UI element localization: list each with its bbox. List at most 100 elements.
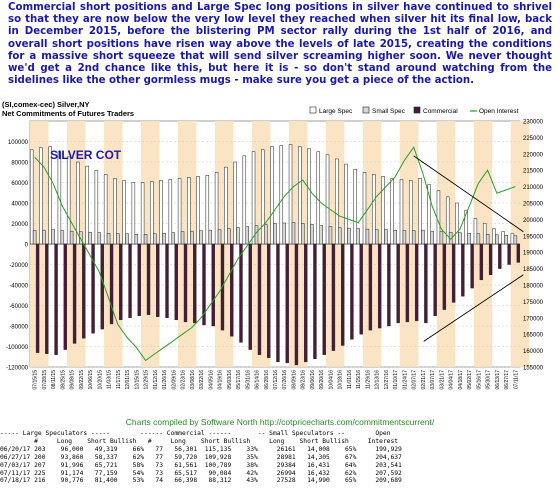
- trendline-lower: [423, 274, 524, 342]
- bar-commercial: [359, 243, 363, 335]
- y-tick-label-right: 195000: [523, 234, 544, 240]
- bar-commercial: [35, 243, 40, 353]
- bar-large-spec: [344, 163, 348, 245]
- bar-large-spec: [408, 180, 413, 245]
- bar-small-spec: [411, 230, 416, 245]
- table-row: 07/03/17 207 91,996 65,721 58% 73 61,561…: [0, 461, 402, 469]
- bar-small-spec: [467, 232, 471, 245]
- bar-small-spec: [236, 227, 240, 245]
- bar-large-spec: [205, 175, 210, 245]
- y-tick-label-left: 0: [25, 243, 29, 249]
- bar-small-spec: [513, 235, 518, 245]
- bar-small-spec: [458, 232, 462, 245]
- x-tick-label: 05/02/17: [467, 370, 473, 390]
- bar-commercial: [156, 243, 160, 317]
- bar-large-spec: [427, 184, 431, 245]
- bar-commercial: [377, 243, 382, 329]
- bar-small-spec: [32, 230, 37, 245]
- legend-swatch: [413, 106, 421, 114]
- y-tick-label-left: -40000: [9, 284, 28, 290]
- bar-large-spec: [66, 156, 71, 245]
- x-tick-label: 08/23/16: [301, 370, 307, 390]
- x-tick-label: 01/10/17: [393, 370, 399, 390]
- y-tick-label-left: 20000: [11, 222, 28, 228]
- bar-small-spec: [106, 232, 111, 245]
- legend-entry: Open Interest: [479, 108, 519, 115]
- table-row: 07/11/17 225 91,174 77,159 54% 73 65,517…: [0, 469, 402, 477]
- bar-commercial: [230, 243, 234, 337]
- bar-commercial: [239, 243, 243, 343]
- x-tick-label: 01/12/16: [153, 370, 159, 390]
- bar-commercial: [248, 243, 252, 350]
- bar-commercial: [128, 243, 132, 319]
- bar-large-spec: [48, 146, 52, 245]
- bar-commercial: [72, 243, 77, 344]
- bar-commercial: [322, 243, 326, 355]
- bar-large-spec: [399, 179, 404, 245]
- bar-commercial: [470, 243, 474, 289]
- bar-large-spec: [113, 178, 117, 245]
- bar-commercial: [368, 243, 373, 331]
- bar-large-spec: [492, 228, 496, 245]
- x-tick-label: 04/19/16: [218, 370, 224, 390]
- bar-small-spec: [347, 227, 351, 245]
- bar-commercial: [54, 243, 58, 355]
- bar-small-spec: [430, 230, 434, 245]
- cot-table: ----- Large Speculators ----- ------ Com…: [0, 430, 560, 492]
- y-tick-label-left: 100000: [8, 140, 29, 146]
- bar-small-spec: [495, 234, 499, 245]
- legend-entry: Small Spec: [372, 108, 406, 115]
- bar-large-spec: [122, 180, 126, 245]
- bar-commercial: [405, 243, 410, 323]
- x-tick-label: 07/15/15: [33, 370, 39, 390]
- y-tick-label-right: 215000: [523, 169, 544, 175]
- x-tick-label: 10/20/15: [97, 370, 103, 390]
- x-tick-label: 10/04/16: [328, 370, 334, 390]
- bar-large-spec: [140, 182, 145, 245]
- x-tick-label: 09/06/16: [310, 370, 316, 390]
- bar-large-spec: [187, 177, 191, 245]
- y-tick-label-right: 180000: [523, 284, 544, 290]
- bar-large-spec: [233, 161, 237, 245]
- bar-small-spec: [51, 229, 55, 245]
- bar-commercial: [451, 243, 456, 303]
- x-tick-label: 08/11/15: [51, 370, 57, 389]
- bar-commercial: [257, 243, 262, 355]
- x-tick-label: 12/15/15: [134, 370, 140, 390]
- bar-small-spec: [282, 222, 286, 245]
- x-tick-label: 06/13/17: [495, 370, 501, 390]
- bar-small-spec: [88, 231, 92, 245]
- legend-entry: Large Spec: [319, 108, 353, 115]
- bar-commercial: [45, 243, 49, 354]
- bar-small-spec: [60, 230, 65, 245]
- bar-large-spec: [335, 158, 339, 245]
- bar-small-spec: [227, 228, 231, 245]
- x-tick-label: 10/06/15: [88, 370, 94, 390]
- bar-small-spec: [421, 229, 425, 245]
- open-interest-series: [34, 146, 516, 362]
- bar-commercial: [414, 243, 419, 322]
- y-tick-label-left: 60000: [11, 181, 28, 187]
- bar-large-spec: [418, 178, 422, 245]
- bar-commercial: [211, 243, 215, 327]
- bar-large-spec: [288, 144, 293, 245]
- bar-small-spec: [190, 230, 194, 245]
- table-row: 06/20/17 203 96,000 49,319 66% 77 56,301…: [0, 445, 402, 453]
- y-tick-label-right: 160000: [523, 349, 544, 355]
- y-tick-label-right: 175000: [523, 300, 544, 306]
- bar-large-spec: [279, 145, 284, 245]
- bar-commercial: [146, 243, 151, 315]
- bar-commercial: [424, 243, 428, 324]
- x-tick-label: 11/15/16: [356, 370, 362, 389]
- bar-commercial: [91, 243, 95, 334]
- x-tick-label: 02/07/17: [412, 370, 418, 390]
- x-tick-label: 07/11/17: [513, 370, 519, 389]
- chart-credit: Charts compiled by Software North http:/…: [125, 417, 435, 427]
- open-interest-line: [34, 146, 516, 362]
- x-tick-label: 04/04/17: [449, 370, 455, 390]
- x-tick-label: 01/24/17: [402, 370, 408, 390]
- bar-large-spec: [76, 161, 80, 245]
- y-tick-label-left: 80000: [11, 161, 28, 167]
- bar-large-spec: [214, 172, 219, 245]
- bar-small-spec: [97, 232, 102, 245]
